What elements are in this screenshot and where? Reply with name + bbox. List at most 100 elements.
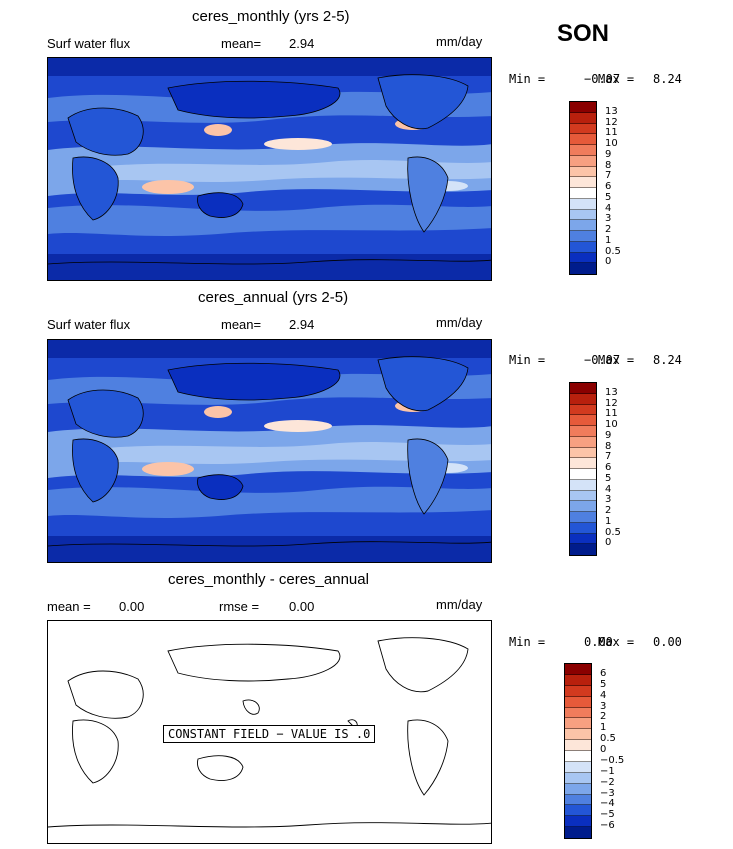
panel2-mean-label: mean=	[221, 317, 262, 332]
panel3-mean-value: 0.00	[119, 599, 145, 614]
panel1-max-value: 8.24	[653, 72, 682, 86]
colorbar-tick-label: 10	[605, 419, 618, 430]
colorbar-tick-label: 12	[605, 397, 618, 409]
panel2-max-label: Max =	[598, 353, 635, 367]
colorbar-tick-label: −6	[600, 820, 615, 832]
colorbar-swatch	[565, 816, 591, 828]
colorbar-tick-label: 11	[605, 408, 618, 420]
colorbar-swatch	[570, 155, 596, 167]
colorbar-tick-label: 5	[600, 678, 607, 690]
colorbar-swatch	[565, 718, 591, 730]
colorbar-tick-label: 0	[605, 537, 612, 549]
panel3-max-value: 0.00	[653, 635, 682, 649]
panel3-min-value: 0.00	[584, 635, 613, 649]
panel2-mean-value: 2.94	[289, 317, 315, 332]
colorbar-swatch	[565, 729, 591, 741]
panel1-title: ceres_monthly (yrs 2-5)	[192, 8, 350, 25]
colorbar-tick-label: 9	[605, 148, 612, 160]
colorbar-tick-label: 0.5	[600, 733, 616, 745]
colorbar-swatch	[570, 544, 596, 555]
colorbar-tick-label: 7	[605, 170, 612, 182]
panel2-map	[47, 339, 492, 563]
colorbar-swatch	[565, 772, 591, 784]
colorbar-tick-label: 2	[605, 224, 612, 235]
colorbar-swatch	[570, 393, 596, 405]
colorbar-swatch	[565, 805, 591, 817]
colorbar-tick-label: 10	[605, 138, 618, 149]
colorbar-swatch	[570, 512, 596, 523]
panel3-map: CONSTANT FIELD − VALUE IS .0	[47, 620, 492, 844]
colorbar-tick-label: −1	[600, 765, 615, 777]
panel2-colorbar	[569, 382, 597, 556]
colorbar-tick-label: 5	[605, 472, 612, 484]
colorbar-tick-label: −2	[600, 776, 615, 788]
season-label: SON	[557, 20, 610, 47]
panel2-title: ceres_annual (yrs 2-5)	[198, 289, 349, 306]
colorbar-tick-label: 13	[605, 386, 618, 398]
colorbar-swatch	[565, 696, 591, 708]
colorbar-swatch	[565, 740, 591, 751]
colorbar-tick-label: 3	[600, 700, 607, 712]
colorbar-swatch	[570, 220, 596, 231]
panel1-mean-label: mean=	[221, 36, 262, 51]
colorbar-tick-label: 8	[605, 159, 612, 171]
colorbar-tick-label: −3	[600, 787, 615, 799]
panel1-map-svg	[48, 58, 491, 280]
colorbar-swatch	[570, 231, 596, 242]
panel1-min-value: −0.07	[584, 72, 621, 86]
colorbar-tick-label: −4	[600, 798, 615, 810]
colorbar-tick-label: 3	[605, 494, 612, 506]
colorbar-swatch	[570, 198, 596, 210]
colorbar-tick-label: 6	[600, 667, 607, 679]
colorbar-tick-label: 2	[605, 505, 612, 516]
colorbar-swatch	[570, 166, 596, 178]
colorbar-swatch	[570, 102, 596, 113]
panel3-min-label: Min =	[509, 635, 546, 649]
colorbar-tick-label: 4	[605, 483, 612, 495]
panel1-mean-value: 2.94	[289, 36, 315, 51]
colorbar-tick-label: 0.5	[605, 245, 621, 257]
colorbar-swatch	[570, 522, 596, 534]
panel1-colorbar	[569, 101, 597, 275]
colorbar-tick-label: 0.5	[605, 526, 621, 538]
panel1-max-label: Max =	[598, 72, 635, 86]
colorbar-swatch	[570, 134, 596, 145]
panel3-mean-label: mean =	[47, 599, 91, 614]
panel3-colorbar	[564, 663, 592, 839]
colorbar-swatch	[570, 469, 596, 480]
colorbar-swatch	[570, 383, 596, 394]
colorbar-swatch	[565, 685, 591, 697]
colorbar-tick-label: 2	[600, 711, 607, 723]
panel3-title: ceres_monthly - ceres_annual	[168, 571, 369, 588]
panel3-units: mm/day	[436, 597, 483, 612]
colorbar-swatch	[570, 458, 596, 469]
colorbar-swatch	[570, 426, 596, 437]
colorbar-swatch	[570, 436, 596, 448]
colorbar-swatch	[570, 447, 596, 459]
colorbar-swatch	[570, 241, 596, 253]
colorbar-tick-label: 11	[605, 127, 618, 139]
colorbar-tick-label: 1	[605, 515, 612, 527]
colorbar-tick-label: 12	[605, 116, 618, 128]
colorbar-swatch	[570, 490, 596, 502]
panel2-map-svg	[48, 340, 491, 562]
colorbar-tick-label: 7	[605, 451, 612, 463]
colorbar-tick-label: 13	[605, 105, 618, 117]
colorbar-tick-label: 4	[600, 689, 607, 701]
colorbar-swatch	[570, 123, 596, 135]
colorbar-tick-label: −0.5	[600, 754, 625, 766]
colorbar-swatch	[570, 177, 596, 188]
panel1-min-label: Min =	[509, 72, 546, 86]
colorbar-tick-label: 4	[605, 202, 612, 214]
panel1-map	[47, 57, 492, 281]
panel3-rmse-label: rmse =	[219, 599, 260, 614]
colorbar-swatch	[570, 188, 596, 199]
colorbar-swatch	[565, 761, 591, 773]
colorbar-swatch	[565, 674, 591, 686]
panel2-variable-label: Surf water flux	[47, 317, 131, 332]
panel2-units: mm/day	[436, 315, 483, 330]
colorbar-tick-label: 1	[600, 722, 607, 734]
colorbar-tick-label: 1	[605, 234, 612, 246]
colorbar-tick-label: 5	[605, 191, 612, 203]
panel3-rmse-value: 0.00	[289, 599, 315, 614]
